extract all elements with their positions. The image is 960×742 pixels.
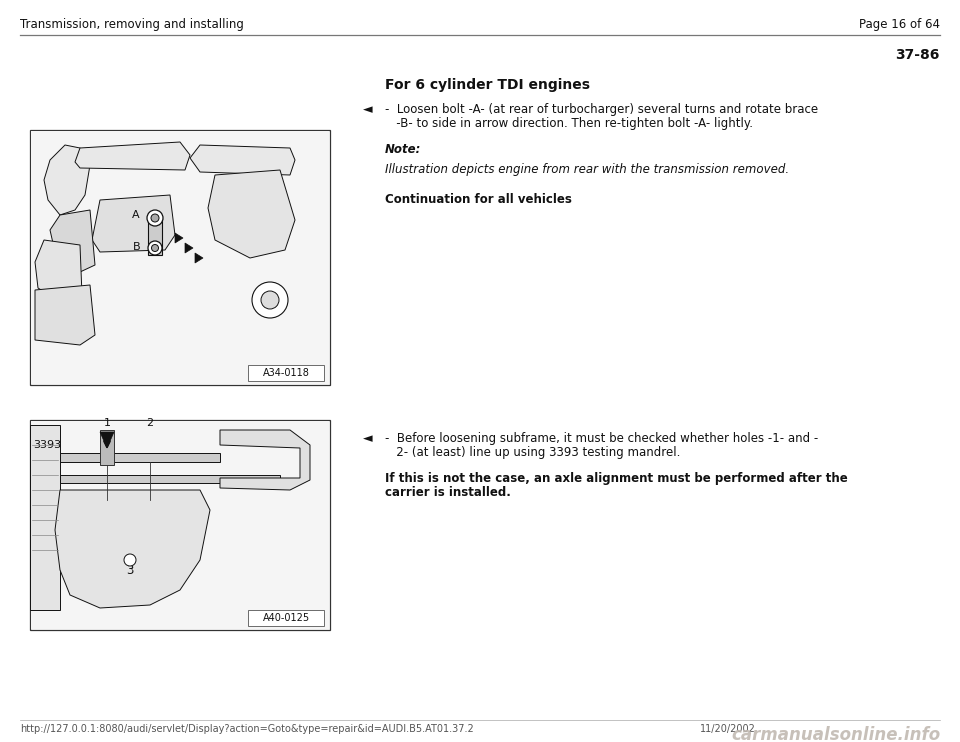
Text: A34-0118: A34-0118	[263, 368, 309, 378]
Text: 37-86: 37-86	[896, 48, 940, 62]
Polygon shape	[35, 240, 82, 305]
Text: B: B	[132, 242, 140, 252]
Polygon shape	[220, 430, 310, 490]
Bar	[31, 421, 329, 629]
Polygon shape	[92, 195, 175, 252]
Polygon shape	[100, 432, 114, 448]
FancyBboxPatch shape	[248, 610, 324, 626]
Text: Transmission, removing and installing: Transmission, removing and installing	[20, 18, 244, 31]
Polygon shape	[50, 210, 95, 272]
Bar	[31, 131, 329, 384]
Polygon shape	[100, 430, 114, 465]
Polygon shape	[175, 233, 183, 243]
Text: 11/20/2002: 11/20/2002	[700, 724, 756, 734]
Circle shape	[151, 214, 159, 222]
Polygon shape	[35, 285, 95, 345]
Circle shape	[261, 291, 279, 309]
Polygon shape	[44, 145, 90, 215]
Text: 1: 1	[104, 418, 110, 428]
Bar	[30, 130, 330, 385]
Text: -  Loosen bolt -A- (at rear of turbocharger) several turns and rotate brace: - Loosen bolt -A- (at rear of turbocharg…	[385, 103, 818, 116]
Text: 3: 3	[127, 563, 133, 577]
Text: ◄: ◄	[363, 103, 372, 116]
Text: For 6 cylinder TDI engines: For 6 cylinder TDI engines	[385, 78, 590, 92]
Text: http://127.0.0.1:8080/audi/servlet/Display?action=Goto&type=repair&id=AUDI.B5.AT: http://127.0.0.1:8080/audi/servlet/Displ…	[20, 724, 473, 734]
Text: If this is not the case, an axle alignment must be performed after the: If this is not the case, an axle alignme…	[385, 472, 848, 485]
Text: -  Before loosening subframe, it must be checked whether holes -1- and -: - Before loosening subframe, it must be …	[385, 432, 818, 445]
Text: carrier is installed.: carrier is installed.	[385, 486, 511, 499]
Polygon shape	[190, 145, 295, 175]
Text: ◄: ◄	[363, 432, 372, 445]
Circle shape	[147, 210, 163, 226]
Text: Page 16 of 64: Page 16 of 64	[859, 18, 940, 31]
Polygon shape	[30, 425, 60, 610]
Polygon shape	[208, 170, 295, 258]
Text: A: A	[132, 210, 140, 220]
Circle shape	[152, 245, 158, 252]
Text: 2- (at least) line up using 3393 testing mandrel.: 2- (at least) line up using 3393 testing…	[385, 446, 681, 459]
Polygon shape	[195, 253, 203, 263]
Text: carmanualsonline.info: carmanualsonline.info	[731, 726, 940, 742]
Text: 2: 2	[147, 418, 154, 428]
Circle shape	[148, 241, 162, 255]
FancyBboxPatch shape	[248, 365, 324, 381]
Polygon shape	[148, 218, 162, 255]
Polygon shape	[185, 243, 193, 253]
Text: -B- to side in arrow direction. Then re-tighten bolt -A- lightly.: -B- to side in arrow direction. Then re-…	[385, 117, 753, 130]
Polygon shape	[55, 490, 210, 608]
Text: Note:: Note:	[385, 143, 421, 156]
Polygon shape	[75, 142, 190, 170]
Text: A40-0125: A40-0125	[262, 613, 309, 623]
Circle shape	[252, 282, 288, 318]
Text: Continuation for all vehicles: Continuation for all vehicles	[385, 193, 572, 206]
Text: 3393: 3393	[33, 440, 61, 450]
Text: Illustration depicts engine from rear with the transmission removed.: Illustration depicts engine from rear wi…	[385, 163, 789, 176]
Polygon shape	[60, 475, 280, 483]
Polygon shape	[60, 453, 220, 462]
Bar	[30, 420, 330, 630]
Circle shape	[124, 554, 136, 566]
